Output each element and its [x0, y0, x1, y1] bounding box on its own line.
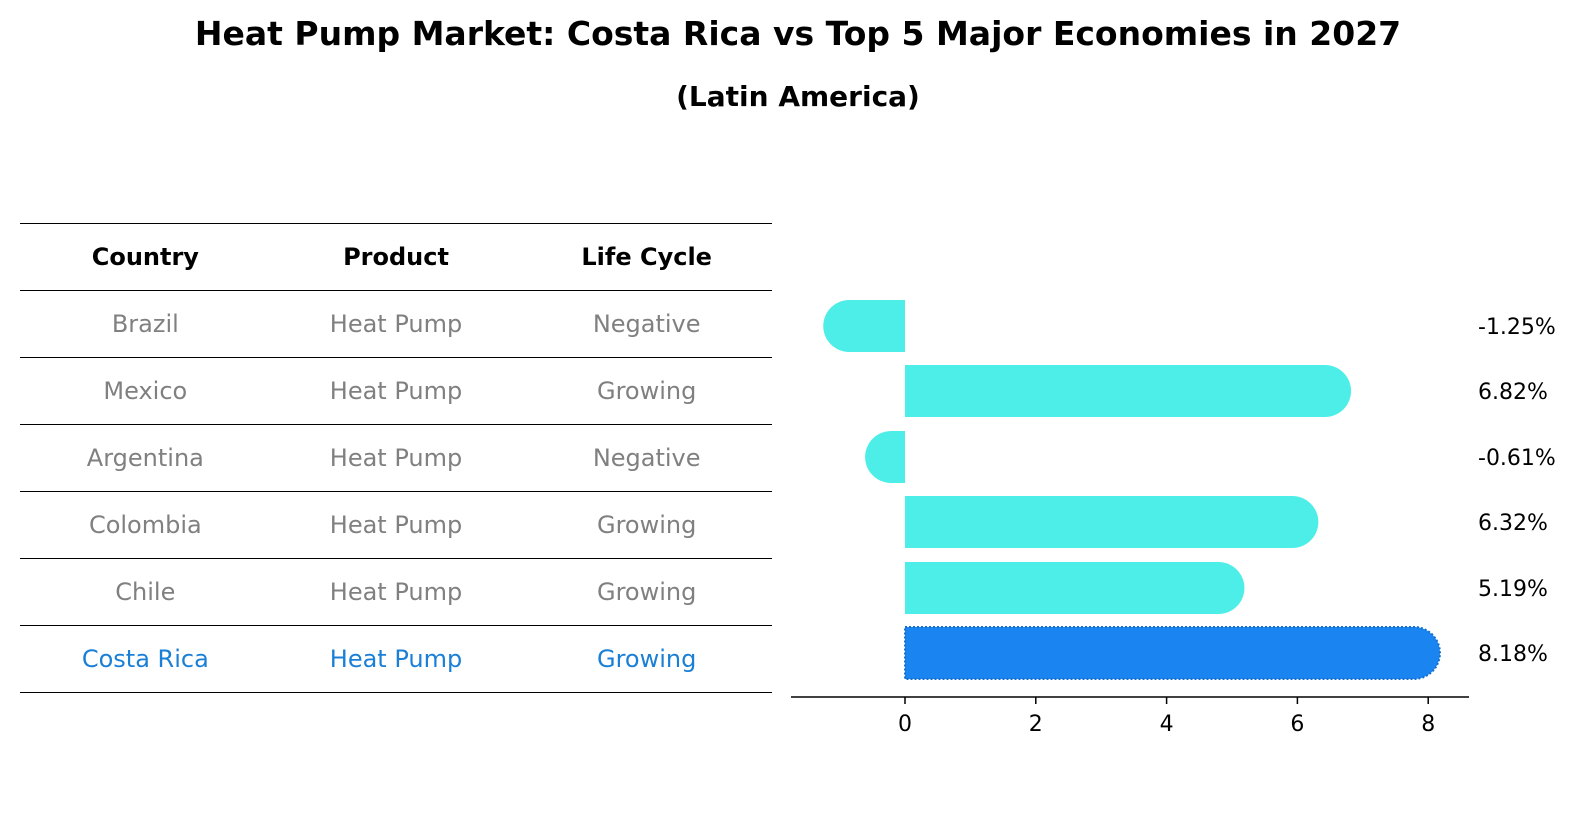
cell-life-cycle: Negative [592, 310, 701, 338]
table-header-row: Country Product Life Cycle [20, 223, 772, 290]
x-tick-label: 2 [1029, 712, 1043, 737]
value-label: -1.25% [1478, 315, 1556, 340]
bar-brazil [823, 300, 905, 352]
bar-shape [905, 496, 1319, 548]
cell-life-cycle: Negative [592, 444, 701, 472]
cell-country: Costa Rica [81, 645, 209, 673]
cell-country: Chile [115, 578, 176, 606]
bar-shape [823, 300, 905, 352]
value-label: -0.61% [1478, 446, 1556, 471]
value-label: 6.32% [1478, 511, 1548, 536]
x-tick-label: 8 [1421, 712, 1435, 737]
cell-life-cycle: Growing [596, 578, 697, 606]
bar-shape [904, 626, 1441, 680]
value-label: 6.82% [1478, 380, 1548, 405]
cell-product: Heat Pump [329, 511, 463, 539]
x-tick-label: 4 [1160, 712, 1174, 737]
table-row: Brazil Heat Pump Negative [20, 290, 772, 357]
cell-country: Brazil [111, 310, 179, 338]
chart-subtitle: (Latin America) [676, 80, 920, 113]
x-tick-label: 6 [1290, 712, 1304, 737]
bar-shape [905, 365, 1352, 417]
bar-mexico [905, 365, 1352, 417]
cell-country: Colombia [88, 511, 202, 539]
bar-shape [905, 562, 1245, 614]
value-label: 8.18% [1478, 642, 1548, 667]
table-row: Mexico Heat Pump Growing [20, 357, 772, 424]
cell-product: Heat Pump [329, 377, 463, 405]
bar-chile [905, 562, 1245, 614]
cell-product: Heat Pump [329, 310, 463, 338]
cell-life-cycle: Growing [596, 377, 697, 405]
cell-country: Mexico [103, 377, 188, 405]
header-country: Country [91, 243, 199, 271]
table-row: Colombia Heat Pump Growing [20, 491, 772, 558]
bar-colombia [905, 496, 1319, 548]
cell-product: Heat Pump [329, 645, 463, 673]
bar-costa-rica [904, 626, 1441, 680]
header-life-cycle: Life Cycle [581, 243, 712, 271]
table-row: Chile Heat Pump Growing [20, 558, 772, 625]
cell-country: Argentina [86, 444, 204, 472]
bar-shape [865, 431, 905, 483]
bar-argentina [865, 431, 905, 483]
table-row: Argentina Heat Pump Negative [20, 424, 772, 491]
value-label: 5.19% [1478, 577, 1548, 602]
country-table: Country Product Life Cycle Brazil Heat P… [20, 223, 772, 693]
x-tick-label: 0 [898, 712, 912, 737]
cell-life-cycle: Growing [596, 645, 697, 673]
header-product: Product [343, 243, 449, 271]
table-row-highlighted: Costa Rica Heat Pump Growing [20, 625, 772, 693]
cell-life-cycle: Growing [596, 511, 697, 539]
cell-product: Heat Pump [329, 578, 463, 606]
cell-product: Heat Pump [329, 444, 463, 472]
chart-title: Heat Pump Market: Costa Rica vs Top 5 Ma… [194, 14, 1402, 53]
